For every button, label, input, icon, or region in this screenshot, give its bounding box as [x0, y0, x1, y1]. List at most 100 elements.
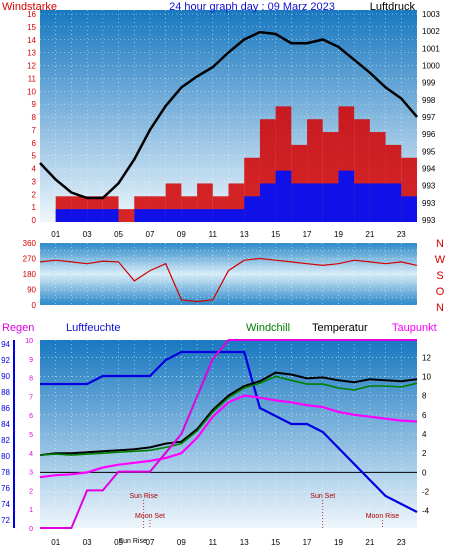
- compass-label: N: [436, 238, 444, 250]
- wind-pressure-x-ticks: 01 03 05 07 09 11 13 15 17 19 21 23: [51, 230, 406, 239]
- x-tick-label: 15: [271, 538, 280, 547]
- rain-tick-label: 2: [29, 488, 33, 495]
- wind-bar: [259, 183, 276, 222]
- humidity-tick-label: 84: [1, 420, 10, 429]
- direction-tick-label: 0: [32, 301, 37, 310]
- windchill-label: Windchill: [246, 322, 290, 334]
- wind-bar: [385, 183, 402, 222]
- chart-title: 24 hour graph day : 09 Marz 2023: [169, 1, 335, 13]
- rain-axis-ticks: 0 1 2 3 4 5 6 7 8 9 10: [25, 338, 33, 533]
- humidity-tick-label: 88: [1, 388, 10, 397]
- wind-bar: [87, 209, 103, 222]
- astro-annotations: Sun Rise Moon Set Sun Set Moon Rise Sun Rise: [118, 493, 399, 545]
- direction-tick-label: 360: [23, 239, 37, 248]
- humidity-axis-ticks: 72 74 76 78 80 82 84 86 88 90 92 94: [1, 340, 10, 525]
- temperature-tick-label: 2: [422, 449, 427, 458]
- pressure-tick-label: 1003: [422, 10, 440, 19]
- rain-tick-label: 9: [29, 357, 33, 364]
- wind-tick-label: 12: [27, 62, 36, 71]
- wind-bar: [165, 209, 182, 222]
- series-line-regen: [40, 339, 417, 529]
- humidity-tick-label: 92: [1, 356, 10, 365]
- wind-tick-label: 10: [27, 87, 36, 96]
- temperature-label: Temperatur: [312, 322, 368, 334]
- wind-bar: [55, 209, 72, 222]
- x-tick-label: 03: [83, 538, 92, 547]
- pressure-tick-label: 993: [422, 182, 436, 191]
- wind-tick-label: 16: [27, 10, 36, 19]
- pressure-tick-label: 993: [422, 216, 436, 225]
- x-tick-label: 05: [114, 538, 123, 547]
- humidity-tick-label: 76: [1, 484, 10, 493]
- humidity-tick-label: 74: [1, 500, 10, 509]
- rain-tick-label: 1: [29, 507, 33, 514]
- x-tick-label: 15: [271, 230, 280, 239]
- pressure-tick-label: 1000: [422, 62, 440, 71]
- x-tick-label: 09: [177, 538, 186, 547]
- x-tick-label: 03: [83, 230, 92, 239]
- astro-label: Sun Rise: [118, 538, 147, 545]
- wind-bar: [244, 196, 260, 222]
- compass-label: W: [435, 254, 446, 266]
- wind-tick-label: 11: [28, 74, 37, 83]
- temperature-tick-label: 6: [422, 411, 427, 420]
- wind-direction-grid: [40, 242, 417, 306]
- astro-label: Moon Set: [135, 513, 165, 520]
- humidity-tick-label: 82: [1, 436, 10, 445]
- wind-tick-label: 5: [32, 152, 37, 161]
- wind-tick-label: 8: [32, 113, 37, 122]
- wind-bar: [181, 209, 198, 222]
- pressure-tick-label: 995: [422, 147, 436, 156]
- direction-line: [39, 257, 418, 303]
- astro-label: Moon Rise: [366, 513, 400, 520]
- humidity-label: Luftfeuchte: [66, 322, 120, 334]
- temperature-tick-label: 12: [422, 353, 431, 362]
- temperature-tick-label: -4: [422, 507, 430, 516]
- x-tick-label: 11: [209, 230, 218, 239]
- x-tick-label: 01: [51, 230, 60, 239]
- wind-bar: [354, 183, 370, 222]
- wind-tick-label: 13: [27, 49, 36, 58]
- x-tick-label: 07: [146, 538, 155, 547]
- pressure-tick-label: 993: [422, 199, 436, 208]
- wind-bar: [102, 209, 119, 222]
- wind-bar: [291, 183, 308, 222]
- x-tick-label: 19: [334, 538, 343, 547]
- direction-tick-label: 180: [23, 270, 37, 279]
- x-tick-label: 13: [240, 230, 249, 239]
- gust-bar: [118, 209, 135, 222]
- astro-label: Sun Rise: [129, 493, 158, 500]
- wind-tick-label: 7: [32, 126, 37, 135]
- rain-tick-label: 10: [25, 338, 33, 345]
- wind-direction-axis-ticks: 0 90 180 270 360: [23, 239, 37, 310]
- compass-label: N: [436, 302, 444, 314]
- humidity-tick-label: 90: [1, 372, 10, 381]
- x-tick-label: 11: [209, 538, 218, 547]
- series-line-taupunkt: [39, 394, 418, 479]
- wind-bar: [275, 170, 292, 222]
- temperature-tick-label: 0: [422, 468, 427, 477]
- x-tick-label: 07: [146, 230, 155, 239]
- x-tick-label: 21: [365, 230, 374, 239]
- rain-tick-label: 8: [29, 376, 33, 383]
- temperature-tick-label: 4: [422, 430, 427, 439]
- pressure-line: [39, 30, 418, 200]
- rain-tick-label: 6: [29, 413, 33, 420]
- temperature-tick-label: -2: [422, 488, 430, 497]
- wind-tick-label: 2: [32, 190, 37, 199]
- wind-axis-title: Windstarke: [2, 1, 57, 13]
- wind-tick-label: 4: [32, 165, 37, 174]
- compass-label: O: [436, 286, 445, 298]
- wind-bar: [149, 209, 166, 222]
- wind-bar: [134, 209, 150, 222]
- pressure-tick-label: 994: [422, 165, 436, 174]
- wind-tick-label: 15: [27, 23, 36, 32]
- x-tick-label: 19: [334, 230, 343, 239]
- astro-label: Sun Set: [310, 493, 335, 500]
- temperature-tick-label: 10: [422, 372, 431, 381]
- pressure-tick-label: 1001: [422, 44, 440, 53]
- wind-bar: [197, 209, 213, 222]
- x-tick-label: 09: [177, 230, 186, 239]
